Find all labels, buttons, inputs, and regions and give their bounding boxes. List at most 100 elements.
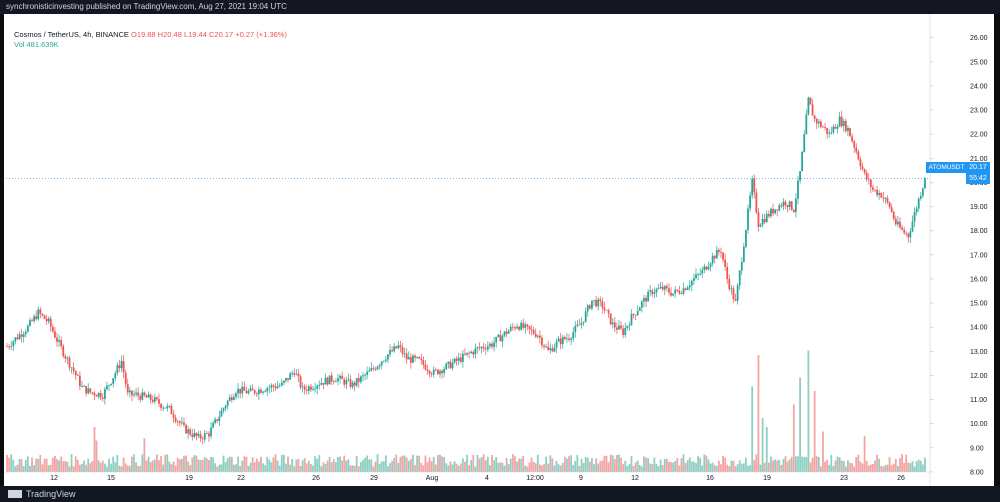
volume-bar [859, 461, 862, 472]
volume-bar [538, 464, 541, 472]
volume-bar [740, 463, 743, 472]
candle-body [543, 345, 545, 347]
candle-body [472, 351, 475, 355]
volume-bar [449, 461, 452, 472]
volume-bar [416, 455, 418, 472]
volume-bar [441, 456, 443, 472]
candle-body [110, 383, 113, 386]
chart-frame[interactable]: 26.0025.0024.0023.0022.0021.0020.0019.00… [4, 14, 994, 486]
candle-body [280, 382, 283, 386]
volume-bar [405, 457, 408, 472]
volume-bar [645, 457, 647, 472]
volume-bar [93, 427, 96, 472]
volume-bar [693, 461, 695, 472]
volume-bar [76, 459, 79, 472]
volume-bar [824, 461, 826, 472]
candle-body [659, 286, 662, 289]
candle-body [212, 423, 215, 428]
candle-body [636, 311, 639, 316]
candle-body [201, 438, 204, 440]
volume-bar [919, 460, 922, 472]
candle-body [570, 338, 573, 340]
volume-bar [170, 464, 173, 472]
candle-body [357, 378, 360, 382]
volume-bar [688, 457, 691, 472]
volume-bar [312, 465, 314, 472]
volume-bar [418, 455, 421, 472]
volume-bar [233, 464, 235, 472]
volume-bar [528, 462, 531, 472]
volume-bar [464, 461, 466, 472]
candle-body [765, 213, 768, 223]
candle-body [251, 388, 254, 391]
candle-body [545, 346, 548, 348]
candle-body [674, 289, 677, 294]
volume-bar [516, 461, 518, 472]
candle-body [453, 358, 456, 363]
volume-bar [865, 460, 868, 472]
candle-body [287, 378, 289, 380]
volume-bar [514, 456, 516, 472]
y-tick-label: 13.00 [970, 349, 988, 356]
x-axis: 12 15 19 22 26 29 Aug 4 12:00 9 12 16 19 23 26 [4, 471, 930, 482]
volume-bar [314, 456, 316, 472]
candle-body [187, 429, 190, 434]
volume-bar [214, 463, 217, 472]
candle-body [824, 127, 826, 128]
candle-body [486, 346, 489, 350]
volume-bar [368, 459, 371, 472]
candle-body [890, 207, 893, 212]
candle-body [441, 370, 443, 374]
volume-bar [22, 466, 25, 472]
volume-bar [551, 458, 554, 472]
volume-bar [566, 458, 568, 472]
volume-bar [133, 454, 135, 472]
candle-body [678, 290, 681, 294]
candle-body [778, 205, 781, 211]
volume-bar [765, 427, 768, 472]
volume-bar [582, 463, 585, 472]
candle-body [882, 197, 885, 199]
candle-body [243, 386, 246, 391]
candle-body [305, 389, 308, 391]
volume-bar [282, 454, 285, 472]
y-tick-label: 12.00 [970, 373, 988, 380]
candle-body [724, 259, 727, 267]
volume-bar [661, 465, 664, 472]
volume-bar [732, 460, 735, 472]
volume-bar [603, 455, 606, 472]
volume-bar [776, 460, 779, 472]
candle-body [191, 434, 194, 437]
candle-body [126, 384, 129, 393]
candle-body [318, 384, 321, 386]
volume-bar [37, 458, 40, 472]
candle-body [60, 340, 63, 346]
candle-body [695, 274, 697, 279]
volume-bar [297, 458, 300, 472]
candle-body [405, 353, 408, 360]
volume-bar [834, 460, 837, 472]
candle-body [797, 180, 799, 199]
candle-body [224, 405, 227, 409]
candle-body [26, 325, 29, 332]
volume-bar [838, 457, 841, 472]
volume-bar [774, 459, 776, 472]
tradingview-brand[interactable]: TradingView [8, 489, 76, 499]
candle-body [826, 127, 829, 134]
volume-bar [611, 455, 614, 472]
candle-body [643, 298, 645, 302]
candle-body [235, 393, 237, 397]
volume-bar [335, 462, 337, 472]
volume-bar [605, 455, 608, 472]
volume-bar [193, 455, 196, 472]
volume-bar [278, 465, 281, 472]
volume-bar [459, 463, 462, 472]
candle-body [855, 147, 858, 152]
candle-body [767, 213, 770, 217]
volume-bar [684, 462, 687, 472]
candle-body [293, 373, 296, 375]
price-chart[interactable]: 26.0025.0024.0023.0022.0021.0020.0019.00… [4, 14, 994, 486]
volume-bar [921, 464, 924, 472]
volume-bar [326, 460, 329, 472]
volume-bar [647, 458, 650, 472]
